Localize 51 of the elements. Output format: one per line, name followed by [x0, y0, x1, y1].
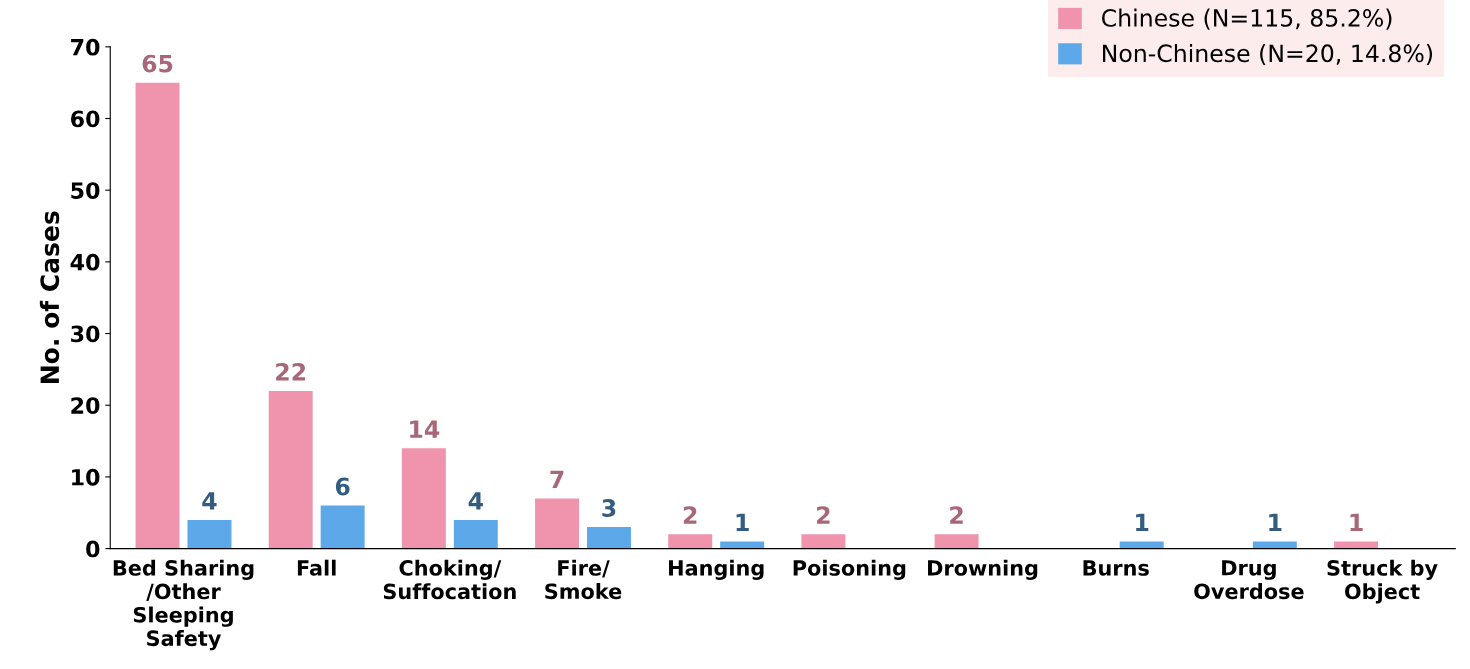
bar — [187, 519, 232, 549]
data-label: 6 — [335, 477, 350, 496]
data-label: 2 — [950, 506, 963, 524]
x-tick-label: Hanging — [669, 559, 764, 581]
data-label: 14 — [410, 420, 440, 438]
x-tick-label: Drug Overdose — [1194, 560, 1304, 600]
bar — [587, 527, 631, 549]
y-tick-label: 20 — [71, 397, 100, 414]
y-tick-label: 10 — [72, 468, 100, 486]
data-label: 4 — [202, 492, 217, 510]
bar — [934, 534, 979, 549]
bar — [453, 519, 498, 549]
y-tick-label: 60 — [70, 110, 100, 128]
x-tick-label: Burns — [1083, 560, 1149, 576]
data-label: 1 — [1269, 513, 1282, 531]
legend-label: Non-Chinese (N=20, 14.8%) — [1103, 43, 1433, 66]
x-tick-label: Bed Sharing /Other Sleeping Safety — [113, 559, 254, 651]
x-tick-label: Drowning — [928, 559, 1038, 581]
bar — [668, 534, 713, 549]
bar — [720, 541, 765, 549]
x-tick-label: Choking/ Suffocation — [383, 559, 516, 600]
y-tick-label: 30 — [71, 325, 100, 343]
y-tick-label: 0 — [86, 540, 100, 558]
y-axis-title: No. of Cases — [39, 211, 60, 383]
bar — [535, 498, 580, 549]
data-label: 4 — [468, 492, 483, 510]
data-label: 65 — [142, 54, 173, 73]
x-tick-label: Poisoning — [793, 559, 906, 581]
y-tick-label: 40 — [70, 253, 100, 271]
data-label: 1 — [1136, 513, 1149, 531]
x-tick-label: Struck by Object — [1327, 559, 1438, 604]
data-label: 1 — [1350, 513, 1363, 531]
data-label: 3 — [602, 499, 616, 517]
bar — [401, 448, 446, 549]
y-tick-label: 50 — [71, 182, 100, 199]
bar — [1252, 541, 1297, 549]
bar — [268, 390, 313, 549]
data-label: 2 — [817, 506, 830, 524]
bar — [320, 505, 365, 549]
y-tick-label: 70 — [71, 38, 100, 56]
x-tick-label: Fall — [297, 559, 336, 576]
data-label: 2 — [683, 506, 697, 524]
bar — [135, 82, 180, 549]
legend-label: Chinese (N=115, 85.2%) — [1102, 8, 1392, 30]
bar — [1334, 541, 1379, 549]
data-label: 1 — [736, 513, 749, 531]
bar — [801, 534, 846, 549]
data-label: 22 — [276, 362, 306, 381]
data-label: 7 — [550, 470, 564, 488]
x-tick-label: Fire/ Smoke — [545, 559, 622, 600]
bar — [1119, 541, 1164, 549]
